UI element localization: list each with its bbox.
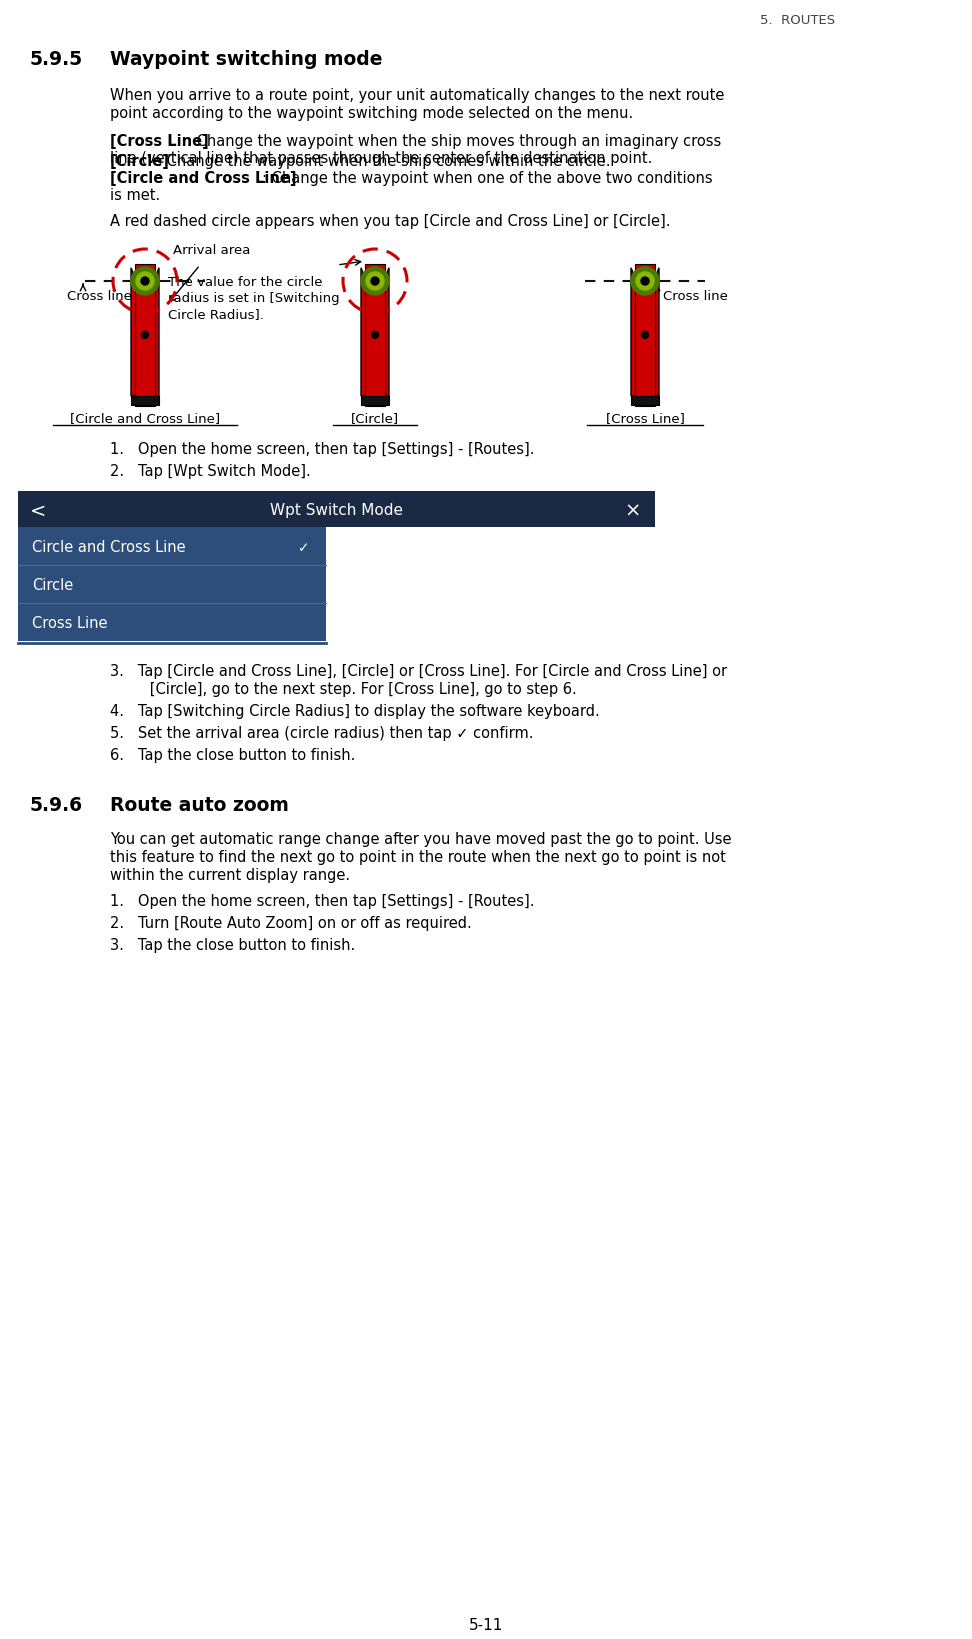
Text: point according to the waypoint switching mode selected on the menu.: point according to the waypoint switchin… (110, 107, 633, 121)
Text: [Circle and Cross Line]: [Circle and Cross Line] (70, 411, 220, 425)
Text: ✓: ✓ (298, 541, 310, 554)
Bar (18, 528, 326, 641)
Polygon shape (631, 269, 659, 397)
Text: radius is set in [Switching: radius is set in [Switching (168, 292, 339, 305)
Text: this feature to find the next go to point in the route when the next go to point: this feature to find the next go to poin… (110, 849, 726, 864)
Text: Cross Line: Cross Line (32, 616, 108, 631)
Text: 5.9.6: 5.9.6 (30, 795, 84, 815)
Text: : Change the waypoint when the ship comes within the circle.: : Change the waypoint when the ship come… (156, 154, 610, 169)
Circle shape (136, 272, 154, 290)
Circle shape (641, 279, 649, 285)
Bar (361, 397, 389, 406)
Text: Wpt Switch Mode: Wpt Switch Mode (269, 503, 402, 518)
Text: 5.   Set the arrival area (circle radius) then tap ✓ confirm.: 5. Set the arrival area (circle radius) … (110, 726, 534, 741)
Circle shape (142, 333, 149, 339)
Circle shape (371, 279, 379, 285)
Text: Circle and Cross Line: Circle and Cross Line (32, 541, 186, 556)
Text: 5-11: 5-11 (469, 1618, 503, 1632)
Text: [Cross Line]: [Cross Line] (110, 134, 209, 149)
Text: Arrival area: Arrival area (173, 244, 251, 257)
Polygon shape (131, 269, 159, 397)
Bar (135, 264, 155, 406)
Text: line (vertical line) that passes through the center of the destination point.: line (vertical line) that passes through… (110, 151, 652, 166)
Polygon shape (361, 269, 389, 397)
Text: 1.   Open the home screen, then tap [Settings] - [Routes].: 1. Open the home screen, then tap [Setti… (110, 443, 535, 457)
Circle shape (631, 267, 659, 295)
Text: The value for the circle: The value for the circle (168, 275, 323, 288)
Text: : Change the waypoint when the ship moves through an imaginary cross: : Change the waypoint when the ship move… (188, 134, 721, 149)
Text: Cross line: Cross line (663, 290, 728, 303)
Circle shape (642, 333, 648, 339)
Circle shape (361, 267, 389, 295)
Circle shape (371, 333, 378, 339)
Bar (18, 492, 655, 528)
Circle shape (141, 279, 149, 285)
Text: Cross line: Cross line (67, 290, 132, 303)
Text: [Circle]: [Circle] (110, 154, 170, 169)
Text: [Circle and Cross Line]: [Circle and Cross Line] (110, 170, 296, 185)
Circle shape (366, 272, 384, 290)
Text: : Change the waypoint when one of the above two conditions: : Change the waypoint when one of the ab… (261, 170, 712, 185)
Text: [Circle], go to the next step. For [Cross Line], go to step 6.: [Circle], go to the next step. For [Cros… (122, 682, 576, 697)
Text: 5.  ROUTES: 5. ROUTES (760, 15, 835, 26)
Text: 6.   Tap the close button to finish.: 6. Tap the close button to finish. (110, 747, 356, 762)
Text: 1.   Open the home screen, then tap [Settings] - [Routes].: 1. Open the home screen, then tap [Setti… (110, 893, 535, 908)
Bar (635, 264, 655, 406)
Text: ×: × (625, 502, 641, 520)
Text: <: < (30, 502, 47, 520)
Bar (631, 397, 659, 406)
Text: [Circle]: [Circle] (351, 411, 399, 425)
Text: You can get automatic range change after you have moved past the go to point. Us: You can get automatic range change after… (110, 831, 732, 846)
Text: Route auto zoom: Route auto zoom (110, 795, 289, 815)
Circle shape (636, 272, 654, 290)
Bar (365, 264, 385, 406)
Text: 3.   Tap [Circle and Cross Line], [Circle] or [Cross Line]. For [Circle and Cros: 3. Tap [Circle and Cross Line], [Circle]… (110, 664, 727, 679)
Text: is met.: is met. (110, 188, 160, 203)
Text: 4.   Tap [Switching Circle Radius] to display the software keyboard.: 4. Tap [Switching Circle Radius] to disp… (110, 703, 600, 718)
Text: 2.   Turn [Route Auto Zoom] on or off as required.: 2. Turn [Route Auto Zoom] on or off as r… (110, 916, 471, 931)
Bar (131, 397, 159, 406)
Text: Circle: Circle (32, 579, 73, 593)
Text: A red dashed circle appears when you tap [Circle and Cross Line] or [Circle].: A red dashed circle appears when you tap… (110, 213, 671, 229)
Circle shape (131, 267, 159, 295)
Text: Waypoint switching mode: Waypoint switching mode (110, 49, 383, 69)
Text: within the current display range.: within the current display range. (110, 867, 350, 882)
Text: 2.   Tap [Wpt Switch Mode].: 2. Tap [Wpt Switch Mode]. (110, 464, 311, 479)
Text: When you arrive to a route point, your unit automatically changes to the next ro: When you arrive to a route point, your u… (110, 89, 724, 103)
Text: [Cross Line]: [Cross Line] (606, 411, 684, 425)
Text: 3.   Tap the close button to finish.: 3. Tap the close button to finish. (110, 938, 355, 952)
Text: Circle Radius].: Circle Radius]. (168, 308, 263, 321)
Text: 5.9.5: 5.9.5 (30, 49, 84, 69)
